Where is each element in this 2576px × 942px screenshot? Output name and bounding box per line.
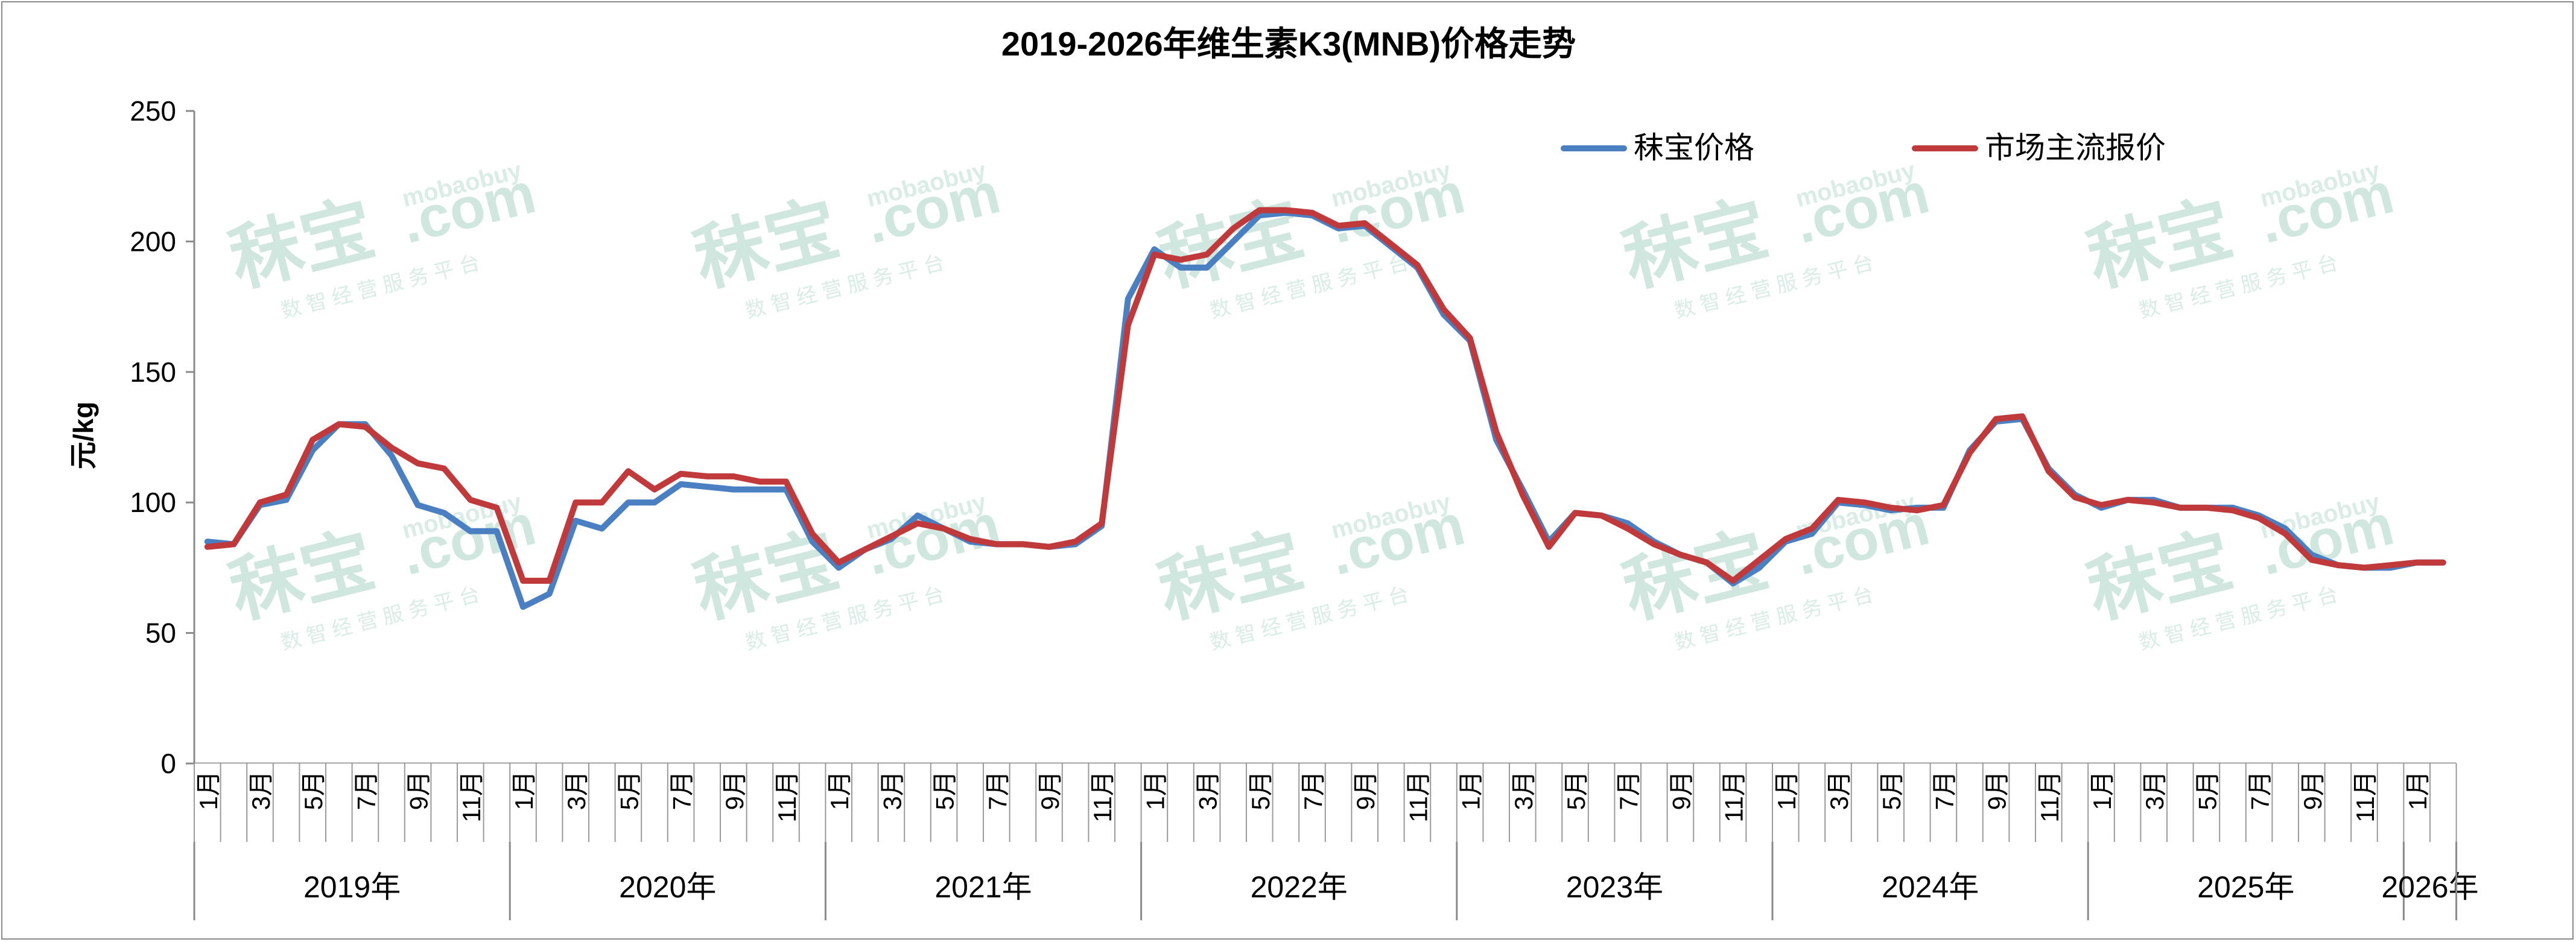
month-label: 5月 [1877, 771, 1906, 810]
month-label: 3月 [878, 771, 906, 810]
year-label: 2020年 [619, 870, 716, 904]
month-label: 1月 [510, 771, 538, 810]
month-label: 7月 [668, 771, 696, 810]
year-label: 2023年 [1566, 870, 1663, 904]
series-layer [204, 207, 2446, 610]
month-label: 7月 [352, 771, 380, 810]
month-label: 3月 [1825, 771, 1853, 810]
month-label: 9月 [720, 771, 749, 810]
month-label: 9月 [2298, 771, 2327, 810]
watermark-domain: .com [1789, 160, 1935, 256]
legend: 秣宝价格 市场主流报价 [1561, 131, 2166, 165]
y-tick-label: 250 [130, 95, 176, 127]
month-label: 11月 [457, 771, 486, 823]
month-label: 9月 [1983, 771, 2011, 810]
month-label: 5月 [299, 771, 328, 810]
series-line-1 [204, 207, 2446, 584]
year-label: 2024年 [1882, 870, 1979, 904]
month-label: 7月 [1299, 771, 1327, 810]
chart-title: 2019-2026年维生素K3(MNB)价格走势 [1001, 25, 1576, 63]
month-label: 1月 [194, 771, 223, 810]
legend-label: 秣宝价格 [1634, 131, 1754, 165]
watermark-domain: .com [395, 160, 542, 256]
month-label: 5月 [615, 771, 643, 810]
month-label: 9月 [1667, 771, 1695, 810]
year-label: 2026年 [2381, 870, 2478, 904]
month-label: 3月 [1194, 771, 1222, 810]
month-label: 5月 [1562, 771, 1590, 810]
month-label: 7月 [983, 771, 1012, 810]
month-label: 3月 [247, 771, 275, 810]
month-label: 5月 [2193, 771, 2221, 810]
watermark-domain: .com [1324, 492, 1471, 587]
x-axis: 1月 3月 5月 7月 9月 11月 1月 3月 5月 7月 9月 11月 1月 3月 5月 7月 9月 11月 1… [193, 762, 2479, 920]
watermark-domain: .com [2253, 492, 2400, 587]
legend-label: 市场主流报价 [1985, 131, 2166, 165]
year-label: 2022年 [1251, 870, 1348, 904]
month-label: 11月 [1720, 771, 1748, 823]
year-label: 2025年 [2197, 870, 2294, 904]
month-label: 11月 [2351, 771, 2379, 823]
y-tick-label: 50 [145, 618, 176, 649]
month-label: 1月 [2403, 771, 2432, 810]
y-tick-label: 150 [130, 356, 176, 388]
month-label: 7月 [1614, 771, 1643, 810]
month-label: 11月 [773, 771, 801, 823]
watermark-domain: .com [860, 160, 1006, 256]
year-label: 2019年 [303, 870, 401, 904]
month-label: 1月 [2088, 771, 2116, 810]
y-tick-label: 200 [130, 226, 176, 257]
month-label: 1月 [1772, 771, 1801, 810]
year-label: 2021年 [934, 870, 1032, 904]
watermark-domain: .com [1324, 160, 1471, 256]
month-label: 9月 [1036, 771, 1064, 810]
month-label: 9月 [1351, 771, 1380, 810]
y-tick-label: 100 [130, 487, 176, 518]
month-label: 3月 [2140, 771, 2169, 810]
month-label: 11月 [1088, 771, 1117, 823]
month-label: 5月 [931, 771, 959, 810]
y-tick-label: 0 [160, 748, 176, 779]
month-label: 3月 [562, 771, 591, 810]
month-label: 1月 [1141, 771, 1169, 810]
month-label: 11月 [2035, 771, 2064, 823]
month-label: 7月 [2246, 771, 2274, 810]
month-label: 1月 [1457, 771, 1485, 810]
month-label: 5月 [1246, 771, 1275, 810]
month-label: 11月 [1404, 771, 1432, 823]
month-label: 3月 [1509, 771, 1538, 810]
month-label: 1月 [825, 771, 854, 810]
watermark-domain: .com [2253, 160, 2400, 256]
y-axis: 0 50 100 150 200 250 [130, 95, 195, 779]
month-label: 7月 [1930, 771, 1958, 810]
y-axis-label: 元/kg [68, 402, 99, 469]
month-label: 9月 [405, 771, 433, 810]
